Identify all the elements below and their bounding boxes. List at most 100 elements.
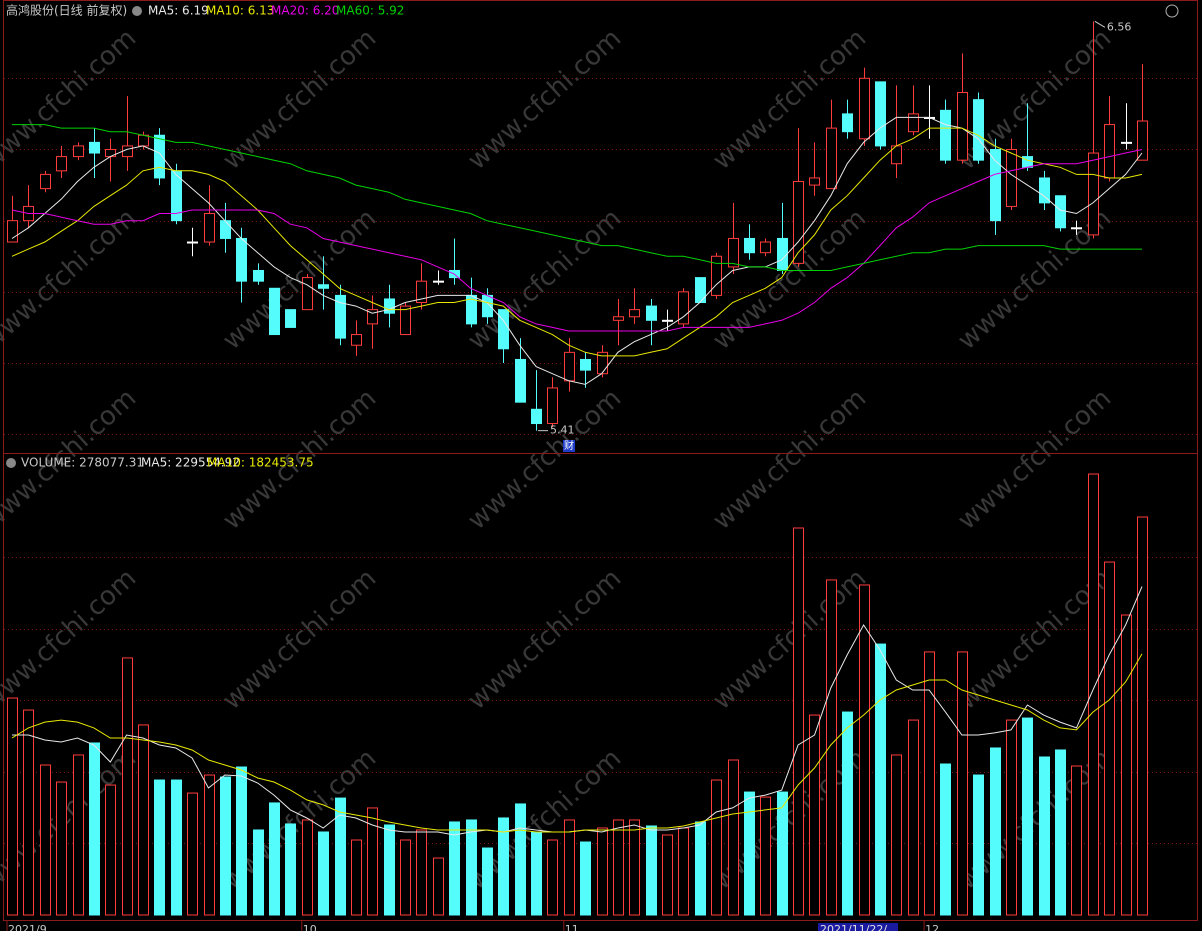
volume-bar bbox=[1104, 561, 1115, 916]
candle-body bbox=[580, 358, 591, 371]
candle-body bbox=[547, 387, 558, 425]
candle-body bbox=[826, 127, 837, 190]
candle-body bbox=[416, 280, 427, 304]
candle-body bbox=[236, 237, 247, 282]
volume-bar bbox=[1071, 765, 1082, 916]
ma-line bbox=[11, 149, 1143, 332]
volume-bar bbox=[793, 527, 804, 916]
volume-bar bbox=[1039, 756, 1050, 916]
annotation: 6.56 bbox=[1107, 20, 1132, 33]
legend-entry: MA5: 6.19 bbox=[148, 4, 209, 18]
watermark: www.cfchi.com bbox=[462, 23, 627, 176]
candle-body bbox=[154, 134, 165, 179]
volume-bar bbox=[105, 784, 116, 916]
volume-bar bbox=[449, 821, 460, 916]
ma-line bbox=[11, 116, 1143, 385]
volume-bar bbox=[580, 841, 591, 916]
volume-bar bbox=[1022, 717, 1033, 916]
volume-bar bbox=[875, 643, 886, 916]
volume-bar bbox=[1088, 473, 1099, 916]
candle-body bbox=[531, 408, 542, 425]
volume-bar bbox=[990, 747, 1001, 916]
candle-body bbox=[7, 220, 18, 243]
candle-body bbox=[367, 309, 378, 325]
volume-bar bbox=[973, 774, 984, 916]
candle-body bbox=[1071, 227, 1082, 230]
candle-body bbox=[744, 237, 755, 254]
volume-bar bbox=[351, 839, 362, 916]
volume-bar bbox=[40, 764, 51, 916]
volume-bar bbox=[678, 827, 689, 916]
watermark: www.cfchi.com bbox=[462, 203, 627, 356]
ma-line bbox=[11, 653, 1143, 833]
volume-bar bbox=[56, 781, 67, 916]
volume-bar bbox=[908, 719, 919, 916]
volume-bar bbox=[1137, 516, 1148, 916]
candle-body bbox=[662, 319, 673, 322]
volume-bar bbox=[220, 776, 231, 916]
annotation-arrow bbox=[1094, 20, 1106, 28]
watermark: www.cfchi.com bbox=[707, 383, 872, 536]
volume-bar bbox=[204, 774, 215, 916]
settings-icon[interactable] bbox=[1165, 4, 1179, 18]
candle-body bbox=[842, 113, 853, 133]
candle-body bbox=[1121, 141, 1132, 144]
volume-bar bbox=[777, 791, 788, 916]
annotation: 5.41 bbox=[550, 424, 575, 437]
volume-bar bbox=[809, 714, 820, 916]
ma-line bbox=[12, 124, 1142, 271]
candle-body bbox=[564, 351, 575, 382]
candle-body bbox=[498, 309, 509, 350]
legend-entry: MA5: 229554.92 bbox=[141, 456, 240, 470]
volume-bar bbox=[7, 697, 18, 916]
volume-bar bbox=[498, 817, 509, 916]
volume-bar bbox=[187, 792, 198, 916]
legend-entry: MA60: 5.92 bbox=[336, 4, 404, 18]
volume-bar bbox=[302, 819, 313, 916]
volume-bar bbox=[384, 824, 395, 916]
candle-body bbox=[957, 92, 968, 161]
candle-body bbox=[809, 177, 820, 186]
volume-bar bbox=[891, 754, 902, 916]
watermark: www.cfchi.com bbox=[217, 563, 382, 716]
candle-body bbox=[1088, 152, 1099, 236]
volume-bar bbox=[957, 651, 968, 916]
volume-bar bbox=[940, 763, 951, 916]
volume-bar bbox=[171, 779, 182, 916]
candle-body bbox=[515, 358, 526, 403]
event-badge[interactable] bbox=[563, 440, 575, 452]
candle-body bbox=[728, 237, 739, 268]
candle-body bbox=[73, 145, 84, 158]
menu-icon[interactable] bbox=[132, 6, 142, 16]
volume-bar bbox=[433, 857, 444, 916]
candle-body bbox=[220, 220, 231, 239]
candle-body bbox=[89, 141, 100, 154]
watermark: www.cfchi.com bbox=[707, 563, 872, 716]
volume-bar bbox=[531, 831, 542, 916]
menu-icon[interactable] bbox=[6, 458, 16, 468]
volume-bar bbox=[318, 831, 329, 916]
volume-bar bbox=[728, 759, 739, 916]
watermark: www.cfchi.com bbox=[0, 203, 142, 356]
volume-bar bbox=[154, 779, 165, 916]
volume-bar bbox=[826, 579, 837, 916]
candle-body bbox=[187, 241, 198, 244]
volume-bar bbox=[466, 819, 477, 916]
watermark: www.cfchi.com bbox=[0, 743, 142, 896]
volume-bar bbox=[711, 779, 722, 916]
chart-title: 高鸿股份(日线 前复权) bbox=[6, 3, 127, 18]
candle-body bbox=[1039, 177, 1050, 204]
candle-body bbox=[695, 277, 706, 304]
candle-body bbox=[760, 241, 771, 254]
candle-body bbox=[875, 81, 886, 147]
x-tick-label: 2021/9 bbox=[8, 923, 47, 931]
x-tick-label: 10 bbox=[303, 923, 317, 931]
legend-entry: MA10: 182453.75 bbox=[207, 456, 314, 470]
candle-body bbox=[384, 298, 395, 314]
ma-line bbox=[11, 127, 1143, 357]
cursor-date-bg bbox=[818, 923, 898, 931]
candle-body bbox=[908, 113, 919, 133]
candle-body bbox=[940, 109, 951, 161]
volume-bar bbox=[1121, 614, 1132, 916]
volume-bar bbox=[1055, 749, 1066, 916]
